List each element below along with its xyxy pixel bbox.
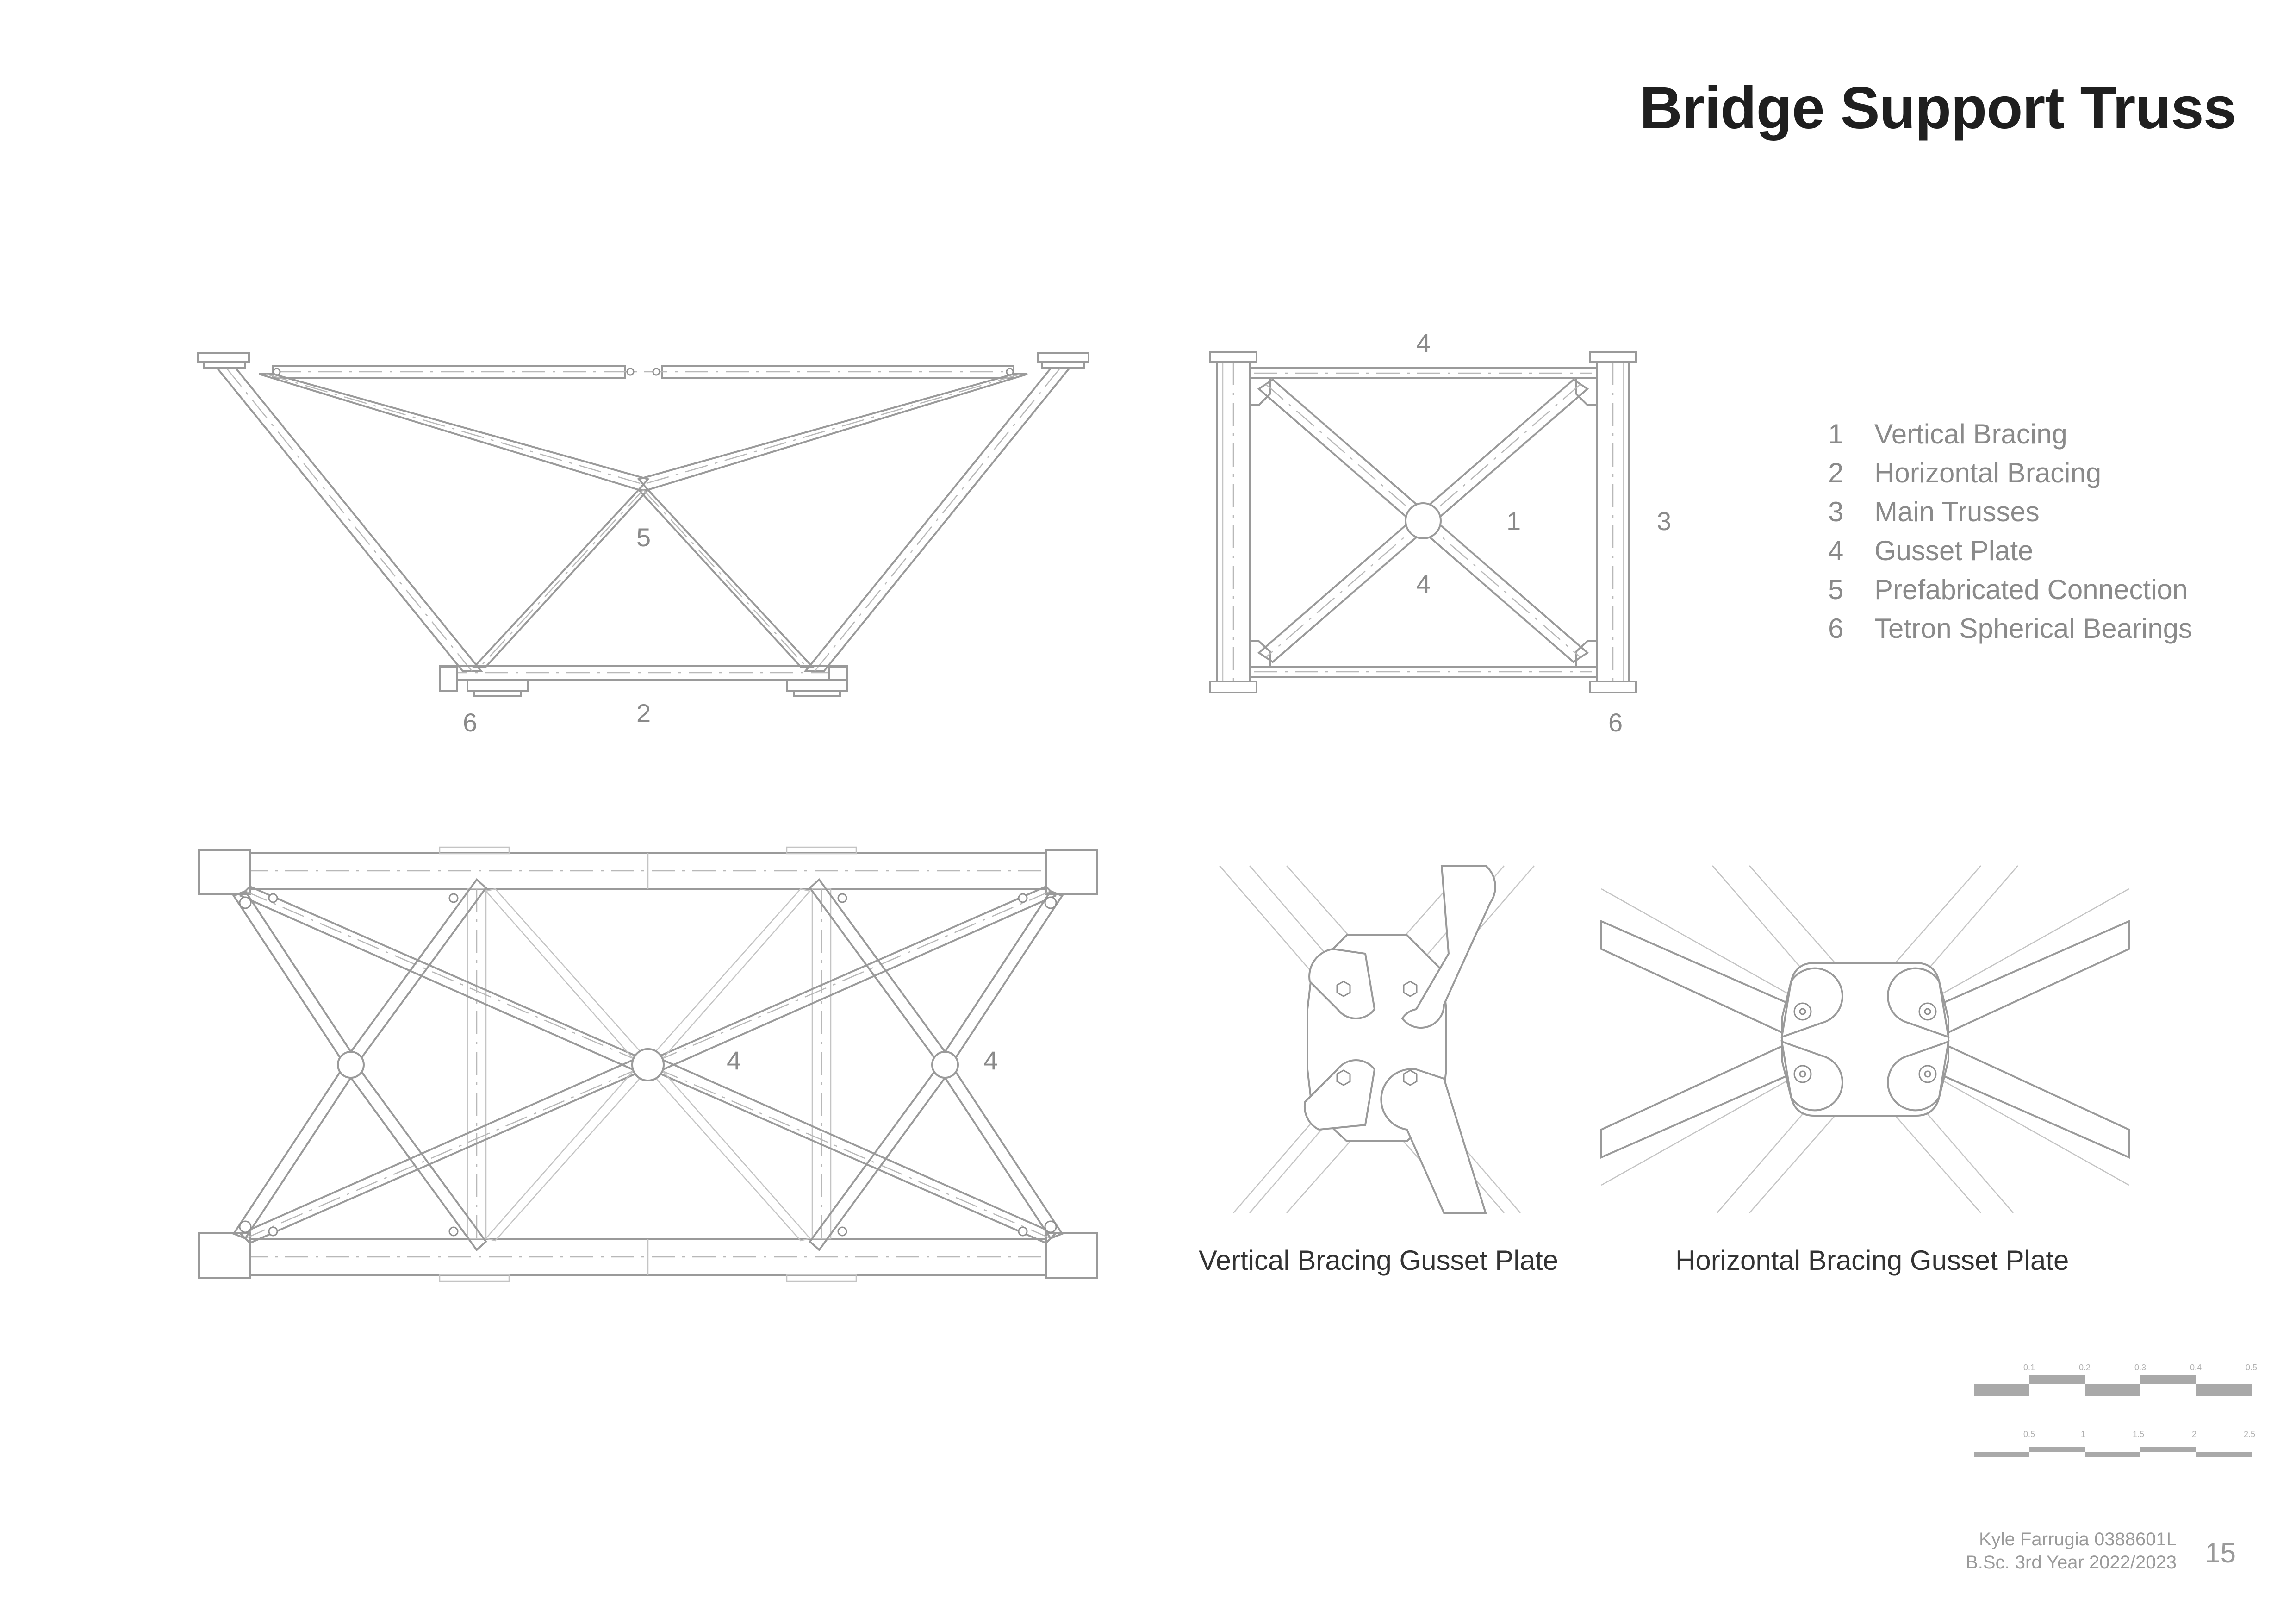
footer-course: B.Sc. 3rd Year 2022/2023 [1966, 1552, 2177, 1573]
legend-label: Vertical Bracing [1874, 418, 2067, 450]
scale-lower-tick-5: 2.5 [2244, 1430, 2255, 1439]
scale-bar-lower: 0.5 1 1.5 2 2.5 [1974, 1430, 2255, 1457]
legend-item: 1 Vertical Bracing [1828, 414, 2192, 453]
callout-3-main-trusses: 3 [1657, 506, 1671, 536]
scale-upper-tick-5: 0.5 [2246, 1363, 2257, 1372]
page-title: Bridge Support Truss [1639, 75, 2236, 141]
scale-lower-tick-4: 2 [2192, 1430, 2196, 1439]
footer-author: Kyle Farrugia 0388601L [1979, 1529, 2177, 1549]
callout-6-side-bearings: 6 [1608, 708, 1623, 737]
side-elevation-view: 4 1 3 4 6 [1209, 328, 1671, 737]
front-outer-diagonals [215, 368, 1071, 672]
scale-lower-tick-3: 1.5 [2133, 1430, 2144, 1439]
scale-upper-tick-2: 0.2 [2079, 1363, 2091, 1372]
scale-lower-tick-2: 1 [2081, 1430, 2085, 1439]
front-top-chord [272, 365, 1014, 379]
caption-horizontal-gusset: Horizontal Bracing Gusset Plate [1675, 1245, 2069, 1276]
legend-number: 5 [1828, 574, 1844, 605]
legend-item: 6 Tetron Spherical Bearings [1828, 609, 2192, 648]
callout-2-horizontal-bracing: 2 [636, 699, 651, 728]
legend-number: 4 [1828, 535, 1844, 566]
scale-lower-tick-1: 0.5 [2023, 1430, 2035, 1439]
legend-number: 3 [1828, 496, 1844, 527]
callout-4-gusset-top: 4 [1416, 328, 1431, 357]
legend-item: 4 Gusset Plate [1828, 531, 2192, 570]
legend-number: 1 [1828, 418, 1844, 450]
scale-bar-upper: 0.1 0.2 0.3 0.4 0.5 [1974, 1363, 2257, 1396]
legend-item: 2 Horizontal Bracing [1828, 453, 2192, 492]
legend: 1 Vertical Bracing 2 Horizontal Bracing … [1828, 414, 2192, 648]
legend-label: Tetron Spherical Bearings [1874, 612, 2193, 644]
callout-5-prefab-connection: 5 [636, 523, 651, 552]
legend-label: Horizontal Bracing [1874, 457, 2102, 488]
legend-number: 2 [1828, 457, 1844, 488]
callout-1-vertical-bracing: 1 [1506, 506, 1521, 536]
scale-upper-tick-1: 0.1 [2023, 1363, 2035, 1372]
callout-4-plan-center: 4 [727, 1046, 741, 1075]
legend-item: 5 Prefabricated Connection [1828, 570, 2192, 609]
horizontal-gusset-detail [1600, 865, 2130, 1213]
plan-gusset-nodes [239, 893, 1057, 1237]
scale-bars: 0.1 0.2 0.3 0.4 0.5 0.5 1 1.5 2 2.5 [1974, 1363, 2257, 1457]
front-elevation-view: 5 2 6 [197, 352, 1089, 737]
callout-4-gusset-center: 4 [1416, 569, 1431, 598]
plan-view: 4 4 [198, 846, 1098, 1282]
callout-4-plan-right: 4 [983, 1046, 998, 1075]
front-inner-diagonals [259, 373, 1028, 668]
scale-upper-tick-4: 0.4 [2190, 1363, 2202, 1372]
legend-label: Main Trusses [1874, 496, 2040, 527]
legend-label: Gusset Plate [1874, 535, 2034, 566]
page-number: 15 [2205, 1537, 2236, 1568]
side-x-bracing [1257, 378, 1589, 663]
caption-vertical-gusset: Vertical Bracing Gusset Plate [1199, 1245, 1559, 1276]
legend-number: 6 [1828, 612, 1844, 644]
legend-label: Prefabricated Connection [1874, 574, 2188, 605]
footer-credits: Kyle Farrugia 0388601L B.Sc. 3rd Year 20… [1966, 1528, 2177, 1574]
front-bearings [467, 679, 848, 697]
scale-upper-tick-3: 0.3 [2134, 1363, 2146, 1372]
legend-item: 3 Main Trusses [1828, 492, 2192, 531]
vertical-gusset-tubes [1304, 865, 1496, 1214]
vertical-gusset-detail [1219, 865, 1535, 1214]
callout-6-bearings: 6 [463, 708, 477, 737]
